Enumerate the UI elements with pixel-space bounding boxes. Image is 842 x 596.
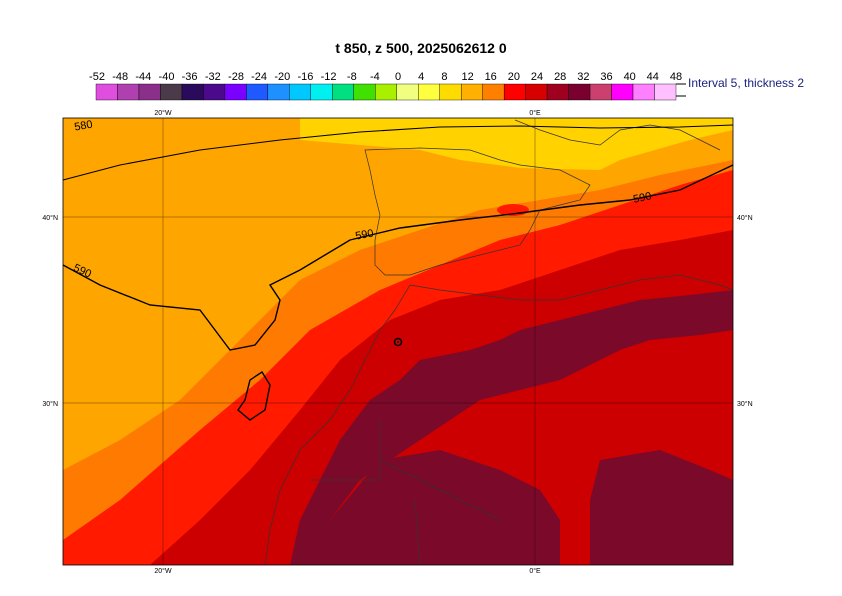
legend-box bbox=[654, 83, 677, 101]
field-32-36-a bbox=[290, 290, 733, 565]
svg-text:590: 590 bbox=[632, 190, 652, 206]
contour-label: 590 bbox=[632, 190, 652, 206]
legend-label: -16 bbox=[297, 71, 313, 83]
legend-label: 32 bbox=[577, 71, 589, 83]
lon-tick-label: 0°E bbox=[529, 109, 541, 117]
legend-label: 0 bbox=[395, 71, 401, 83]
legend-label: -48 bbox=[112, 71, 128, 83]
legend-label: -44 bbox=[135, 71, 151, 83]
legend-label: 48 bbox=[670, 71, 682, 83]
color-legend: -52 -48 -44 -40 -36 -32 -28 -24 -20 -16 -12 -8 -4 0 4 8… bbox=[89, 71, 686, 101]
legend-label: -4 bbox=[370, 71, 380, 83]
field-32-36-c bbox=[590, 450, 733, 565]
lon-tick-label: 20°W bbox=[154, 109, 172, 117]
geopotential-contours bbox=[62, 124, 734, 421]
svg-text:590: 590 bbox=[354, 228, 374, 243]
legend-label: 24 bbox=[531, 71, 543, 83]
legend-label: -52 bbox=[89, 71, 105, 83]
legend-label: 8 bbox=[441, 71, 447, 83]
location-marker bbox=[393, 337, 403, 347]
legend-label: -40 bbox=[159, 71, 175, 83]
legend-label: -36 bbox=[182, 71, 198, 83]
lat-tick-label: 40°N bbox=[42, 214, 58, 222]
lon-tick-label: 20°W bbox=[154, 567, 172, 575]
legend-boxes bbox=[95, 83, 677, 101]
contour-label: 590 bbox=[354, 228, 374, 243]
legend-label: -8 bbox=[347, 71, 357, 83]
legend-label: 40 bbox=[624, 71, 636, 83]
legend-label: 4 bbox=[418, 71, 424, 83]
lon-tick-label: 0°E bbox=[529, 567, 541, 575]
lat-tick-label: 40°N bbox=[737, 214, 753, 222]
coastlines bbox=[264, 119, 734, 566]
lat-tick-label: 30°N bbox=[42, 400, 58, 408]
temperature-field bbox=[63, 118, 733, 565]
axis-tick-labels: 20°W 0°E 20°W 0°E 40°N 30°N 40°N 30°N bbox=[42, 109, 752, 575]
interval-text: Interval 5, thickness 2 bbox=[688, 76, 805, 90]
legend-label: 16 bbox=[485, 71, 497, 83]
legend-label: -12 bbox=[321, 71, 337, 83]
legend-label: 44 bbox=[647, 71, 659, 83]
legend-label: -24 bbox=[251, 71, 267, 83]
legend-label: -20 bbox=[274, 71, 290, 83]
legend-label: 36 bbox=[600, 71, 612, 83]
contour-label: 580 bbox=[73, 119, 93, 134]
legend-label: -28 bbox=[228, 71, 244, 83]
legend-label: 12 bbox=[461, 71, 473, 83]
map-frame bbox=[62, 117, 734, 566]
field-12-16 bbox=[300, 118, 733, 170]
legend-label: 20 bbox=[508, 71, 520, 83]
lat-tick-label: 30°N bbox=[737, 400, 753, 408]
legend-label: 28 bbox=[554, 71, 566, 83]
map-title: t 850, z 500, 2025062612 0 bbox=[335, 40, 507, 56]
svg-text:580: 580 bbox=[73, 119, 93, 134]
legend-labels: -52 -48 -44 -40 -36 -32 -28 -24 -20 -16 -12 -8 -4 0 4 8… bbox=[89, 71, 682, 83]
graticule bbox=[63, 118, 733, 565]
legend-label: -32 bbox=[205, 71, 221, 83]
